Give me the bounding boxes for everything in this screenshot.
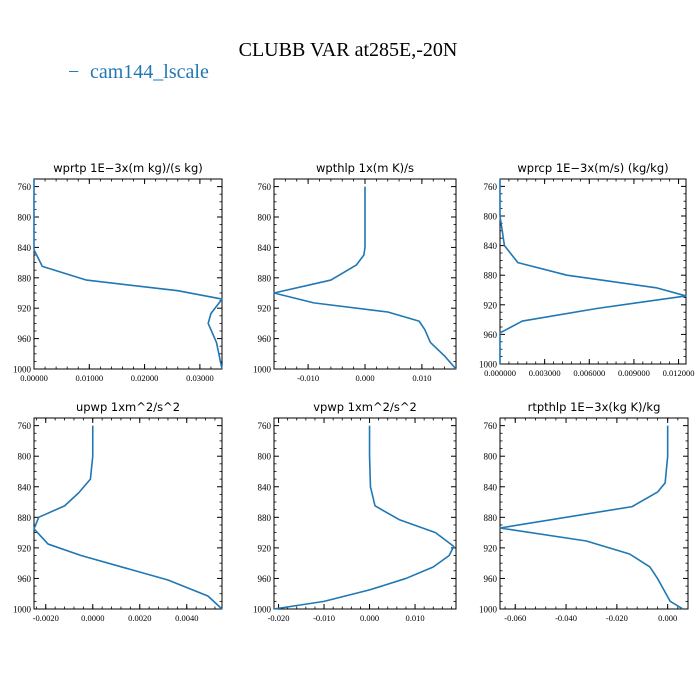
y-tick-label: 840 xyxy=(484,482,498,492)
plot-frame xyxy=(499,417,689,610)
series-line-1 xyxy=(273,425,455,610)
x-tick-label: 0.0040 xyxy=(175,613,198,623)
panel-title: vpwp 1xm^2/s^2 xyxy=(313,400,417,414)
panel-3: wprcp 1E−3x(m/s) (kg/kg) 760 800 840 880 920 9… xyxy=(479,161,694,378)
y-tick-label: 880 xyxy=(18,273,32,283)
y-tick-label: 880 xyxy=(484,271,498,281)
series-line-1 xyxy=(499,425,684,610)
panel-1: wprtp 1E−3x(m kg)/(s kg) 760 800 840 880 920 9… xyxy=(13,161,223,383)
x-tick-label: 0.0020 xyxy=(128,613,151,623)
x-tick-label: 0.03000 xyxy=(186,373,214,383)
y-tick-label: 880 xyxy=(18,513,32,523)
y-tick-label: 800 xyxy=(258,213,272,223)
figure-title: CLUBB VAR at285E,-20N xyxy=(239,39,458,61)
panel-title: wprcp 1E−3x(m/s) (kg/kg) xyxy=(517,161,668,175)
legend-marker: − xyxy=(68,61,79,83)
y-tick-label: 960 xyxy=(258,574,272,584)
y-tick-label: 760 xyxy=(258,421,272,431)
y-tick-label: 920 xyxy=(484,543,498,553)
panel-2: wpthlp 1x(m K)/s 760 800 840 880 920 960 1000 -0… xyxy=(253,161,457,383)
y-tick-label: 800 xyxy=(18,213,32,223)
y-tick-label: 760 xyxy=(484,421,498,431)
x-tick-label: 0.000000 xyxy=(484,368,516,378)
y-tick-label: 840 xyxy=(18,482,32,492)
series-line-1 xyxy=(33,179,223,370)
x-tick-label: 0.010 xyxy=(405,613,424,623)
x-tick-label: 0.012000 xyxy=(663,368,695,378)
y-tick-label: 840 xyxy=(18,243,32,253)
x-tick-label: 0.02000 xyxy=(131,373,159,383)
y-tick-label: 1000 xyxy=(13,365,32,375)
y-tick-label: 800 xyxy=(484,452,498,462)
plot-frame xyxy=(499,178,687,365)
y-tick-label: 1000 xyxy=(13,605,32,615)
x-tick-label: 0.003000 xyxy=(529,368,561,378)
x-tick-label: 0.0000 xyxy=(81,613,104,623)
y-tick-label: 1000 xyxy=(479,360,498,370)
panel-title: rtpthlp 1E−3x(kg K)/kg xyxy=(528,400,661,414)
x-tick-label: 0.00000 xyxy=(20,373,48,383)
y-tick-label: 1000 xyxy=(253,365,272,375)
y-tick-label: 800 xyxy=(258,452,272,462)
panel-title: upwp 1xm^2/s^2 xyxy=(76,400,180,414)
panel-4: upwp 1xm^2/s^2 760 800 840 880 920 960 1000-0.0… xyxy=(13,400,223,623)
y-tick-label: 960 xyxy=(258,334,272,344)
y-tick-label: 880 xyxy=(258,513,272,523)
y-tick-label: 760 xyxy=(18,182,32,192)
y-tick-label: 960 xyxy=(484,330,498,340)
plot-frame xyxy=(273,417,457,610)
panel-6: rtpthlp 1E−3x(kg K)/kg 760 800 840 880 920 960… xyxy=(479,400,689,623)
y-tick-label: 960 xyxy=(18,574,32,584)
panel-title: wprtp 1E−3x(m kg)/(s kg) xyxy=(53,161,202,175)
y-tick-label: 1000 xyxy=(479,605,498,615)
x-tick-label: 0.010 xyxy=(412,373,431,383)
y-tick-label: 920 xyxy=(18,543,32,553)
panels: wprtp 1E−3x(m kg)/(s kg) 760 800 840 880 920 9… xyxy=(13,161,694,623)
x-tick-label: 0.000 xyxy=(360,613,379,623)
y-tick-label: 800 xyxy=(484,212,498,222)
x-tick-label: -0.040 xyxy=(555,613,577,623)
plot-frame xyxy=(33,417,223,610)
y-tick-label: 920 xyxy=(258,543,272,553)
y-tick-label: 920 xyxy=(18,304,32,314)
x-tick-label: -0.060 xyxy=(504,613,526,623)
x-tick-label: -0.0020 xyxy=(33,613,59,623)
y-tick-label: 880 xyxy=(484,513,498,523)
legend: − cam144_lscale xyxy=(68,61,209,83)
y-tick-label: 920 xyxy=(258,304,272,314)
y-tick-label: 1000 xyxy=(253,605,272,615)
x-tick-label: 0.000 xyxy=(355,373,374,383)
y-tick-label: 760 xyxy=(258,182,272,192)
series-line-1 xyxy=(273,186,457,370)
legend-label: cam144_lscale xyxy=(90,61,209,83)
x-tick-label: -0.020 xyxy=(606,613,628,623)
plot-frame xyxy=(33,178,223,370)
panel-5: vpwp 1xm^2/s^27608008408809209601000-0.0… xyxy=(253,400,457,623)
series-line-1 xyxy=(33,425,223,610)
y-tick-label: 960 xyxy=(484,574,498,584)
x-tick-label: 0.009000 xyxy=(618,368,650,378)
y-tick-label: 840 xyxy=(258,243,272,253)
y-tick-label: 960 xyxy=(18,334,32,344)
series-line-1 xyxy=(499,179,687,364)
y-tick-label: 800 xyxy=(18,452,32,462)
x-tick-label: -0.010 xyxy=(297,373,319,383)
y-tick-label: 760 xyxy=(18,421,32,431)
y-tick-label: 880 xyxy=(258,273,272,283)
y-tick-label: 840 xyxy=(484,241,498,251)
y-tick-label: 760 xyxy=(484,182,498,192)
x-tick-label: -0.020 xyxy=(268,613,290,623)
x-tick-label: -0.010 xyxy=(313,613,335,623)
panel-title: wpthlp 1x(m K)/s xyxy=(316,161,414,175)
y-tick-label: 840 xyxy=(258,482,272,492)
y-tick-label: 920 xyxy=(484,300,498,310)
x-tick-label: 0.01000 xyxy=(75,373,103,383)
x-tick-label: 0.006000 xyxy=(573,368,605,378)
x-tick-label: 0.000 xyxy=(658,613,677,623)
